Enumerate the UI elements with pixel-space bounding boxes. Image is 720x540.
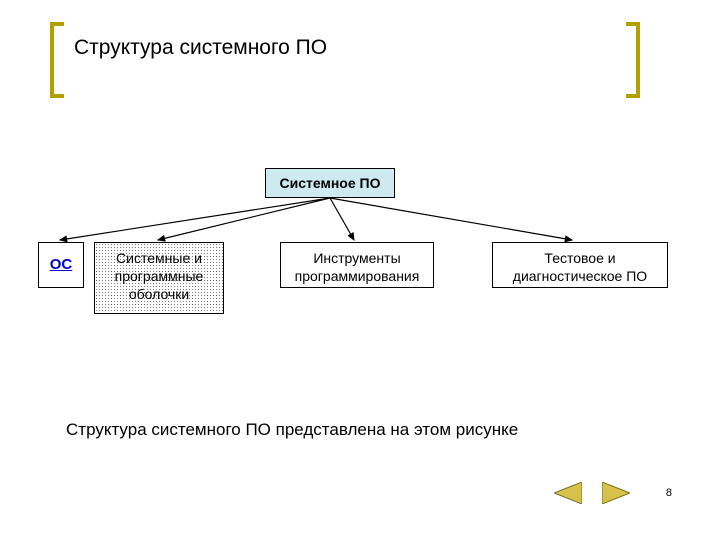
title-area: Структура системного ПО: [50, 22, 640, 102]
page-title: Структура системного ПО: [74, 36, 327, 60]
caption-text: Структура системного ПО представлена на …: [66, 420, 518, 440]
nav-area: 8: [554, 482, 672, 504]
prev-button[interactable]: [554, 482, 582, 504]
bracket-right-icon: [626, 22, 640, 98]
node-shells-label: Системные и программные оболочки: [103, 249, 215, 304]
node-shells: Системные и программные оболочки: [94, 242, 224, 314]
triangle-left-icon: [554, 482, 582, 504]
node-test: Тестовое и диагностическое ПО: [492, 242, 668, 288]
node-root: Системное ПО: [265, 168, 395, 198]
node-root-label: Системное ПО: [280, 174, 381, 192]
page-number: 8: [666, 487, 672, 499]
bracket-left-icon: [50, 22, 64, 98]
node-os-label: ОС: [50, 255, 73, 275]
node-os[interactable]: ОС: [38, 242, 84, 288]
triangle-right-icon: [602, 482, 630, 504]
node-test-label: Тестовое и диагностическое ПО: [501, 249, 659, 285]
node-tools-label: Инструменты программирования: [289, 249, 425, 285]
node-tools: Инструменты программирования: [280, 242, 434, 288]
next-button[interactable]: [602, 482, 630, 504]
